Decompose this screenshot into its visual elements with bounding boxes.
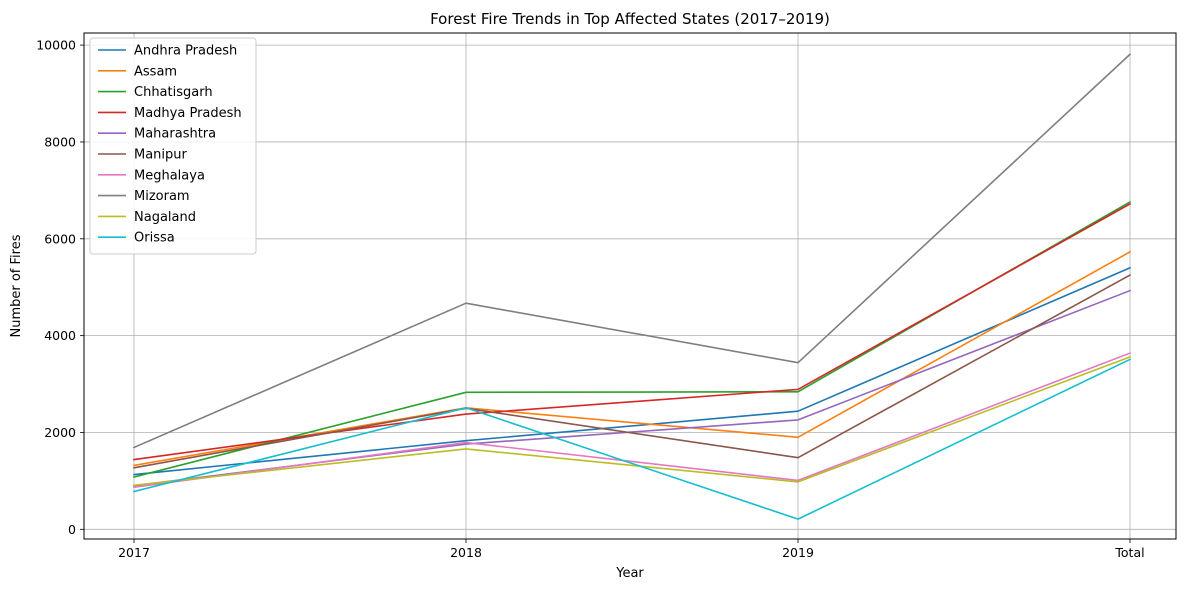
- series-line-nagaland: [133, 355, 1132, 487]
- x-tick-label: 2017: [118, 545, 150, 560]
- series-line-orissa: [133, 358, 1132, 520]
- series-lines: [132, 53, 1132, 520]
- y-tick-label: 10000: [36, 38, 76, 53]
- legend-label: Meghalaya: [134, 168, 205, 183]
- legend-label: Andhra Pradesh: [134, 44, 237, 59]
- legend-label: Manipur: [134, 148, 188, 163]
- x-tick-label: 2019: [782, 545, 814, 560]
- legend-label: Mizoram: [134, 189, 190, 204]
- series-line-madhya-pradesh: [133, 202, 1132, 461]
- y-tick-label: 4000: [44, 328, 76, 343]
- x-tick-label: Total: [1114, 545, 1144, 560]
- chart-title: Forest Fire Trends in Top Affected State…: [430, 10, 830, 28]
- y-tick-label: 8000: [44, 134, 76, 149]
- legend-label: Orissa: [134, 231, 175, 246]
- y-tick-label: 6000: [44, 231, 76, 246]
- y-tick-label: 2000: [44, 425, 76, 440]
- series-line-andhra-pradesh: [133, 266, 1132, 476]
- series-line-mizoram: [132, 53, 1132, 449]
- x-tick-label: 2018: [450, 545, 482, 560]
- legend-label: Madhya Pradesh: [134, 106, 242, 121]
- legend-label: Chhatisgarh: [134, 85, 213, 100]
- x-axis-ticks: 2017 2018 2019 Total: [118, 539, 1145, 560]
- x-axis-title: Year: [615, 566, 644, 581]
- legend: Andhra Pradesh Assam Chhatisgarh Madhya Pra…: [89, 37, 257, 255]
- plot-frame: [83, 32, 1177, 540]
- legend-label: Assam: [134, 64, 177, 79]
- y-axis-ticks: 0 2000 4000 6000 8000 10000: [36, 38, 84, 537]
- series-line-manipur: [133, 274, 1132, 469]
- legend-label: Maharashtra: [134, 127, 216, 142]
- legend-label: Nagaland: [134, 210, 196, 225]
- y-tick-label: 0: [68, 522, 76, 537]
- y-axis-title: Number of Fires: [9, 234, 24, 337]
- series-line-meghalaya: [133, 352, 1132, 489]
- legend-box: [89, 37, 257, 255]
